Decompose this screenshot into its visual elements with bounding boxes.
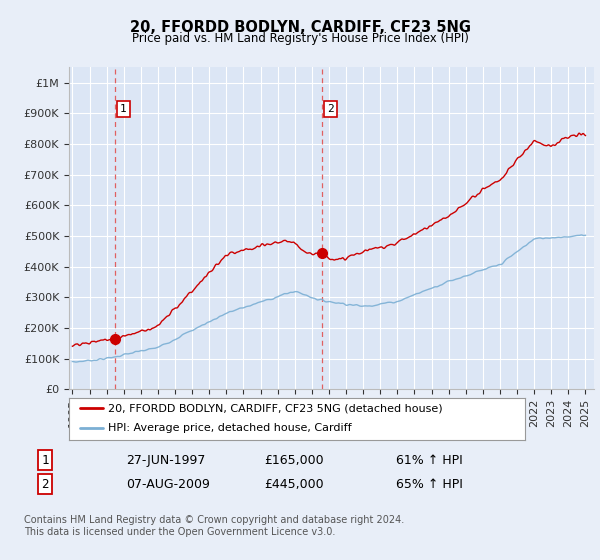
Text: 1: 1 [120,104,127,114]
Text: This data is licensed under the Open Government Licence v3.0.: This data is licensed under the Open Gov… [24,527,335,537]
Text: 20, FFORDD BODLYN, CARDIFF, CF23 5NG (detached house): 20, FFORDD BODLYN, CARDIFF, CF23 5NG (de… [108,403,442,413]
Text: HPI: Average price, detached house, Cardiff: HPI: Average price, detached house, Card… [108,423,352,433]
Text: 2: 2 [41,478,49,491]
Text: 07-AUG-2009: 07-AUG-2009 [126,478,210,491]
Text: £165,000: £165,000 [264,454,323,467]
Text: £445,000: £445,000 [264,478,323,491]
Text: 20, FFORDD BODLYN, CARDIFF, CF23 5NG: 20, FFORDD BODLYN, CARDIFF, CF23 5NG [130,20,470,35]
Text: Contains HM Land Registry data © Crown copyright and database right 2024.: Contains HM Land Registry data © Crown c… [24,515,404,525]
Text: 27-JUN-1997: 27-JUN-1997 [126,454,205,467]
Text: 65% ↑ HPI: 65% ↑ HPI [396,478,463,491]
Text: 1: 1 [41,454,49,467]
Text: 2: 2 [327,104,334,114]
Text: 61% ↑ HPI: 61% ↑ HPI [396,454,463,467]
Text: Price paid vs. HM Land Registry's House Price Index (HPI): Price paid vs. HM Land Registry's House … [131,32,469,45]
